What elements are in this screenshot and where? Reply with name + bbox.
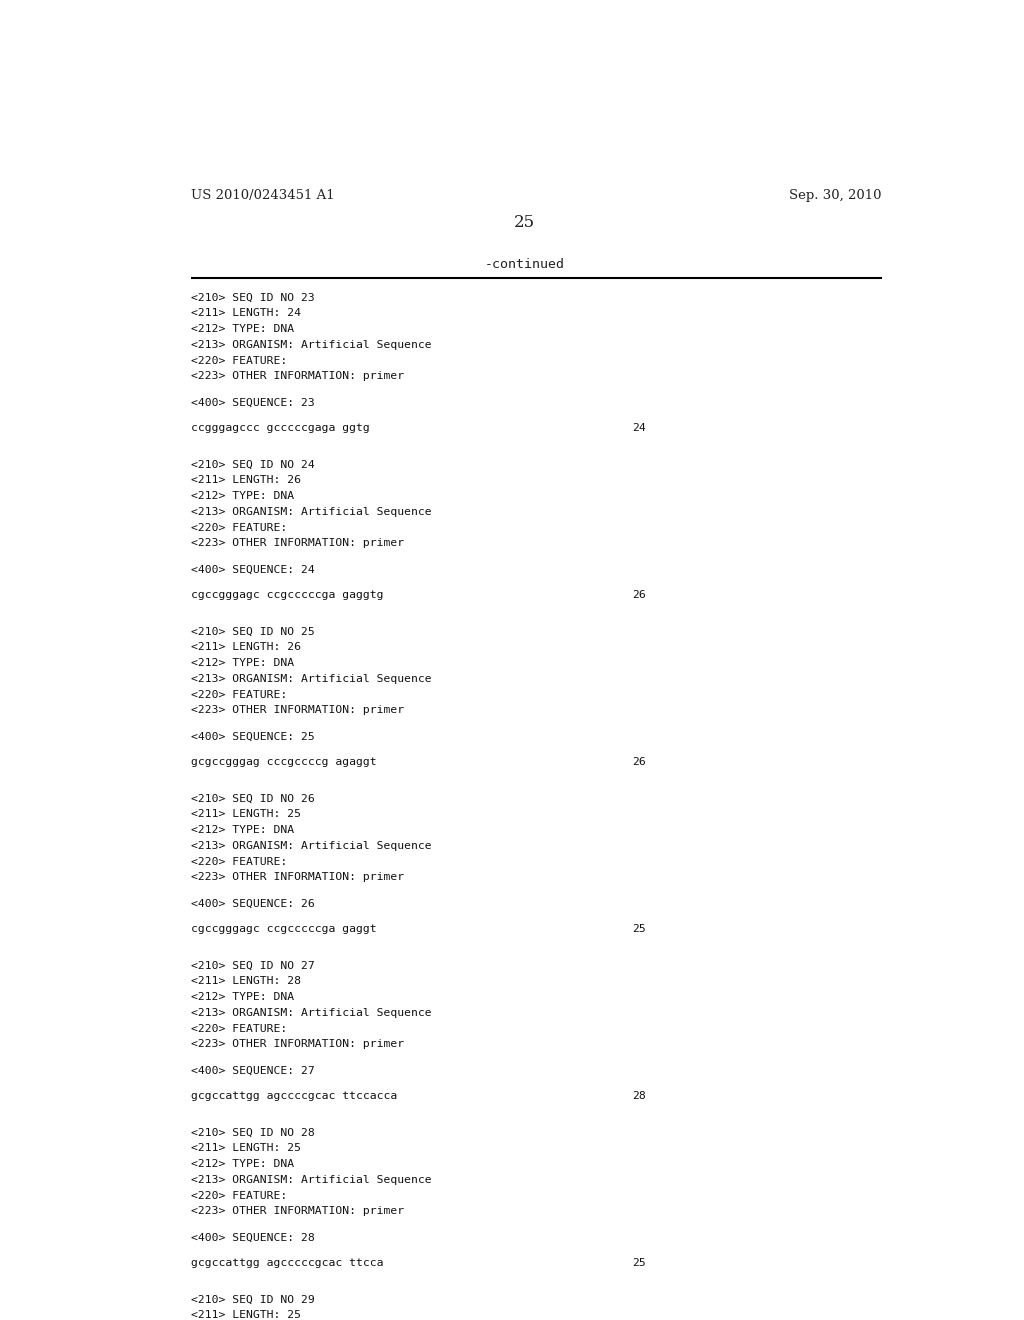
Text: <212> TYPE: DNA: <212> TYPE: DNA bbox=[191, 325, 295, 334]
Text: <400> SEQUENCE: 24: <400> SEQUENCE: 24 bbox=[191, 565, 315, 574]
Text: <400> SEQUENCE: 27: <400> SEQUENCE: 27 bbox=[191, 1065, 315, 1076]
Text: gcgccattgg agcccccgcac ttcca: gcgccattgg agcccccgcac ttcca bbox=[191, 1258, 384, 1269]
Text: <213> ORGANISM: Artificial Sequence: <213> ORGANISM: Artificial Sequence bbox=[191, 339, 432, 350]
Text: <213> ORGANISM: Artificial Sequence: <213> ORGANISM: Artificial Sequence bbox=[191, 673, 432, 684]
Text: <220> FEATURE:: <220> FEATURE: bbox=[191, 689, 288, 700]
Text: ccgggagccc gcccccgaga ggtg: ccgggagccc gcccccgaga ggtg bbox=[191, 424, 371, 433]
Text: <400> SEQUENCE: 26: <400> SEQUENCE: 26 bbox=[191, 899, 315, 908]
Text: <211> LENGTH: 26: <211> LENGTH: 26 bbox=[191, 643, 301, 652]
Text: <400> SEQUENCE: 23: <400> SEQUENCE: 23 bbox=[191, 397, 315, 408]
Text: US 2010/0243451 A1: US 2010/0243451 A1 bbox=[191, 189, 335, 202]
Text: cgccgggagc ccgcccccga gaggtg: cgccgggagc ccgcccccga gaggtg bbox=[191, 590, 384, 601]
Text: <210> SEQ ID NO 28: <210> SEQ ID NO 28 bbox=[191, 1127, 315, 1138]
Text: <212> TYPE: DNA: <212> TYPE: DNA bbox=[191, 825, 295, 836]
Text: <400> SEQUENCE: 28: <400> SEQUENCE: 28 bbox=[191, 1233, 315, 1242]
Text: <210> SEQ ID NO 26: <210> SEQ ID NO 26 bbox=[191, 793, 315, 804]
Text: <220> FEATURE:: <220> FEATURE: bbox=[191, 857, 288, 866]
Text: 26: 26 bbox=[632, 758, 646, 767]
Text: <220> FEATURE:: <220> FEATURE: bbox=[191, 1023, 288, 1034]
Text: gcgccgggag cccgccccg agaggt: gcgccgggag cccgccccg agaggt bbox=[191, 758, 377, 767]
Text: <223> OTHER INFORMATION: primer: <223> OTHER INFORMATION: primer bbox=[191, 873, 404, 882]
Text: cgccgggagc ccgcccccga gaggt: cgccgggagc ccgcccccga gaggt bbox=[191, 924, 377, 935]
Text: <211> LENGTH: 24: <211> LENGTH: 24 bbox=[191, 309, 301, 318]
Text: <212> TYPE: DNA: <212> TYPE: DNA bbox=[191, 993, 295, 1002]
Text: Sep. 30, 2010: Sep. 30, 2010 bbox=[790, 189, 882, 202]
Text: 28: 28 bbox=[632, 1092, 646, 1101]
Text: 26: 26 bbox=[632, 590, 646, 601]
Text: <220> FEATURE:: <220> FEATURE: bbox=[191, 523, 288, 532]
Text: <220> FEATURE:: <220> FEATURE: bbox=[191, 355, 288, 366]
Text: -continued: -continued bbox=[484, 257, 565, 271]
Text: <211> LENGTH: 25: <211> LENGTH: 25 bbox=[191, 809, 301, 820]
Text: <400> SEQUENCE: 25: <400> SEQUENCE: 25 bbox=[191, 731, 315, 742]
Text: <213> ORGANISM: Artificial Sequence: <213> ORGANISM: Artificial Sequence bbox=[191, 507, 432, 517]
Text: <213> ORGANISM: Artificial Sequence: <213> ORGANISM: Artificial Sequence bbox=[191, 1175, 432, 1185]
Text: <223> OTHER INFORMATION: primer: <223> OTHER INFORMATION: primer bbox=[191, 539, 404, 548]
Text: gcgccattgg agccccgcac ttccacca: gcgccattgg agccccgcac ttccacca bbox=[191, 1092, 397, 1101]
Text: <212> TYPE: DNA: <212> TYPE: DNA bbox=[191, 659, 295, 668]
Text: <211> LENGTH: 25: <211> LENGTH: 25 bbox=[191, 1143, 301, 1154]
Text: <210> SEQ ID NO 23: <210> SEQ ID NO 23 bbox=[191, 293, 315, 302]
Text: <212> TYPE: DNA: <212> TYPE: DNA bbox=[191, 491, 295, 502]
Text: 25: 25 bbox=[632, 1258, 646, 1269]
Text: <210> SEQ ID NO 29: <210> SEQ ID NO 29 bbox=[191, 1295, 315, 1304]
Text: <213> ORGANISM: Artificial Sequence: <213> ORGANISM: Artificial Sequence bbox=[191, 1007, 432, 1018]
Text: <210> SEQ ID NO 25: <210> SEQ ID NO 25 bbox=[191, 627, 315, 636]
Text: <223> OTHER INFORMATION: primer: <223> OTHER INFORMATION: primer bbox=[191, 1039, 404, 1049]
Text: <211> LENGTH: 28: <211> LENGTH: 28 bbox=[191, 977, 301, 986]
Text: 24: 24 bbox=[632, 424, 646, 433]
Text: 25: 25 bbox=[632, 924, 646, 935]
Text: <213> ORGANISM: Artificial Sequence: <213> ORGANISM: Artificial Sequence bbox=[191, 841, 432, 851]
Text: <211> LENGTH: 26: <211> LENGTH: 26 bbox=[191, 475, 301, 486]
Text: <223> OTHER INFORMATION: primer: <223> OTHER INFORMATION: primer bbox=[191, 1206, 404, 1216]
Text: <223> OTHER INFORMATION: primer: <223> OTHER INFORMATION: primer bbox=[191, 705, 404, 715]
Text: <210> SEQ ID NO 24: <210> SEQ ID NO 24 bbox=[191, 459, 315, 470]
Text: <212> TYPE: DNA: <212> TYPE: DNA bbox=[191, 1159, 295, 1170]
Text: <211> LENGTH: 25: <211> LENGTH: 25 bbox=[191, 1311, 301, 1320]
Text: <210> SEQ ID NO 27: <210> SEQ ID NO 27 bbox=[191, 961, 315, 970]
Text: <220> FEATURE:: <220> FEATURE: bbox=[191, 1191, 288, 1201]
Text: 25: 25 bbox=[514, 214, 536, 231]
Text: <223> OTHER INFORMATION: primer: <223> OTHER INFORMATION: primer bbox=[191, 371, 404, 381]
